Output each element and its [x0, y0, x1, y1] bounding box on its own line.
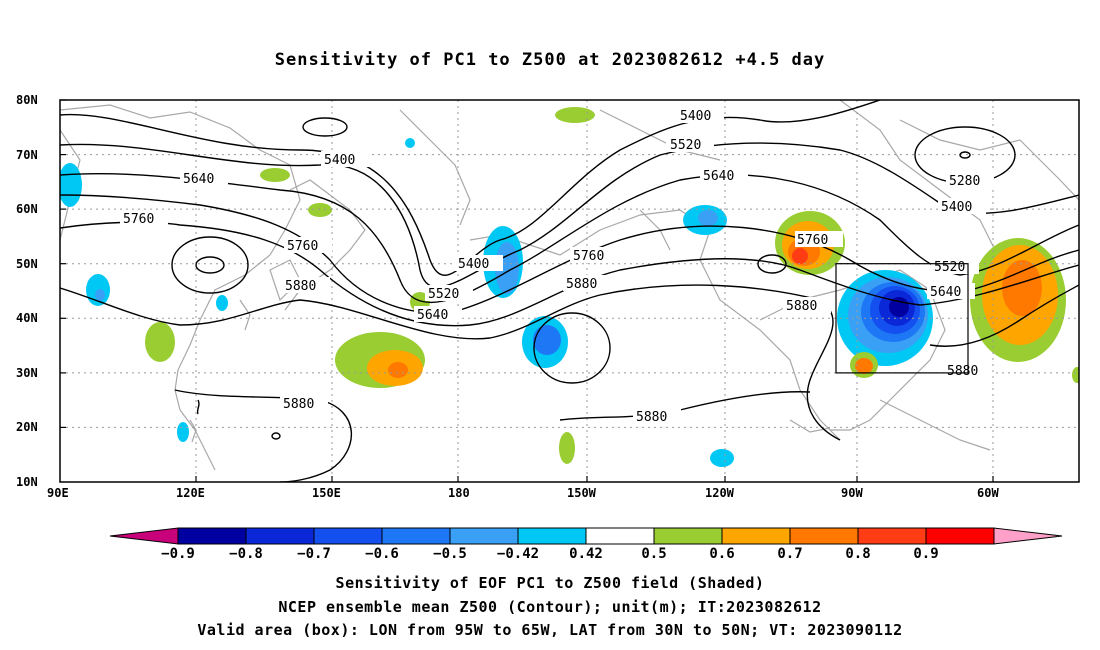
map-frame	[59, 99, 1080, 483]
colorbar-label: −0.9	[161, 546, 195, 562]
lat-tick-label: 50N	[16, 257, 38, 271]
contour-label: 5640	[417, 308, 448, 323]
contour-label: 5880	[285, 279, 316, 294]
colorbar-segment	[857, 527, 927, 545]
contour-label: 5400	[324, 153, 355, 168]
colorbar: −0.9 −0.8 −0.7 −0.6 −0.5 −0.42 0.42 0.5 0.6 0.7 0.…	[109, 527, 1063, 562]
lon-tick-label: 120E	[176, 486, 205, 500]
colorbar-segment	[789, 527, 859, 545]
colorbar-label: 0.9	[913, 546, 938, 562]
lon-tick-label: 150E	[312, 486, 341, 500]
lon-tick-label: 90E	[47, 486, 69, 500]
colorbar-label: 0.42	[569, 546, 603, 562]
contour-label: 5880	[636, 410, 667, 425]
contour-label: 5880	[947, 364, 978, 379]
lat-tick-label: 80N	[16, 93, 38, 107]
colorbar-segment	[313, 527, 383, 545]
colorbar-right-arrow	[993, 527, 1063, 545]
colorbar-label: 0.8	[845, 546, 870, 562]
contour-label: 5400	[941, 200, 972, 215]
lat-tick-label: 30N	[16, 366, 38, 380]
lon-tick-label: 120W	[705, 486, 735, 500]
lon-tick-label: 150W	[567, 486, 597, 500]
colorbar-segment	[585, 527, 655, 545]
lon-tick-label: 90W	[841, 486, 863, 500]
colorbar-label: −0.8	[229, 546, 263, 562]
lat-tick-label: 10N	[16, 475, 38, 489]
lat-tick-label: 70N	[16, 148, 38, 162]
contour-label: 5520	[934, 260, 965, 275]
lat-tick-label: 20N	[16, 420, 38, 434]
colorbar-label: 0.6	[709, 546, 734, 562]
colorbar-segment	[925, 527, 995, 545]
colorbar-label: 0.5	[641, 546, 666, 562]
contour-label: 5640	[930, 285, 961, 300]
caption-shaded: Sensitivity of EOF PC1 to Z500 field (Sh…	[335, 574, 765, 592]
caption-contour: NCEP ensemble mean Z500 (Contour); unit(…	[278, 598, 822, 616]
contour-label: 5640	[703, 169, 734, 184]
contour-label: 5640	[183, 172, 214, 187]
colorbar-label: −0.42	[497, 546, 539, 562]
colorbar-segment	[517, 527, 587, 545]
caption-valid-area: Valid area (box): LON from 95W to 65W, L…	[197, 621, 903, 639]
latitude-labels: 80N 70N 60N 50N 40N 30N 20N 10N	[16, 93, 38, 489]
contour-label: 5880	[566, 277, 597, 292]
lat-tick-label: 40N	[16, 311, 38, 325]
contour-label: 5760	[573, 249, 604, 264]
colorbar-label: −0.7	[297, 546, 331, 562]
valid-area-box	[835, 263, 969, 374]
colorbar-segment	[721, 527, 791, 545]
lon-tick-label: 60W	[977, 486, 999, 500]
contour-label: 5280	[949, 174, 980, 189]
colorbar-label: 0.7	[777, 546, 802, 562]
colorbar-left-arrow	[109, 527, 179, 545]
longitude-labels: 90E 120E 150E 180 150W 120W 90W 60W	[47, 486, 999, 500]
contour-label: 5760	[797, 233, 828, 248]
contour-label: 5400	[458, 257, 489, 272]
map-title: Sensitivity of PC1 to Z500 at 2023082612…	[274, 50, 826, 70]
colorbar-segment	[381, 527, 451, 545]
contour-label: 5760	[123, 212, 154, 227]
colorbar-label: −0.6	[365, 546, 399, 562]
colorbar-segment	[245, 527, 315, 545]
colorbar-segment	[449, 527, 519, 545]
colorbar-segment	[653, 527, 723, 545]
contour-label: 5520	[428, 287, 459, 302]
tick-marks	[60, 99, 994, 482]
contour-label: 5760	[287, 239, 318, 254]
contour-label: 5880	[786, 299, 817, 314]
colorbar-segment	[177, 527, 247, 545]
contour-label: 5880	[283, 397, 314, 412]
contour-label: 5520	[670, 138, 701, 153]
lat-tick-label: 60N	[16, 202, 38, 216]
lon-tick-label: 180	[448, 486, 470, 500]
contour-label: 5400	[680, 109, 711, 124]
colorbar-label: −0.5	[433, 546, 467, 562]
contour-labels: 5400 5520 5400 5640 5640 5280 5400 5760 …	[120, 107, 994, 425]
